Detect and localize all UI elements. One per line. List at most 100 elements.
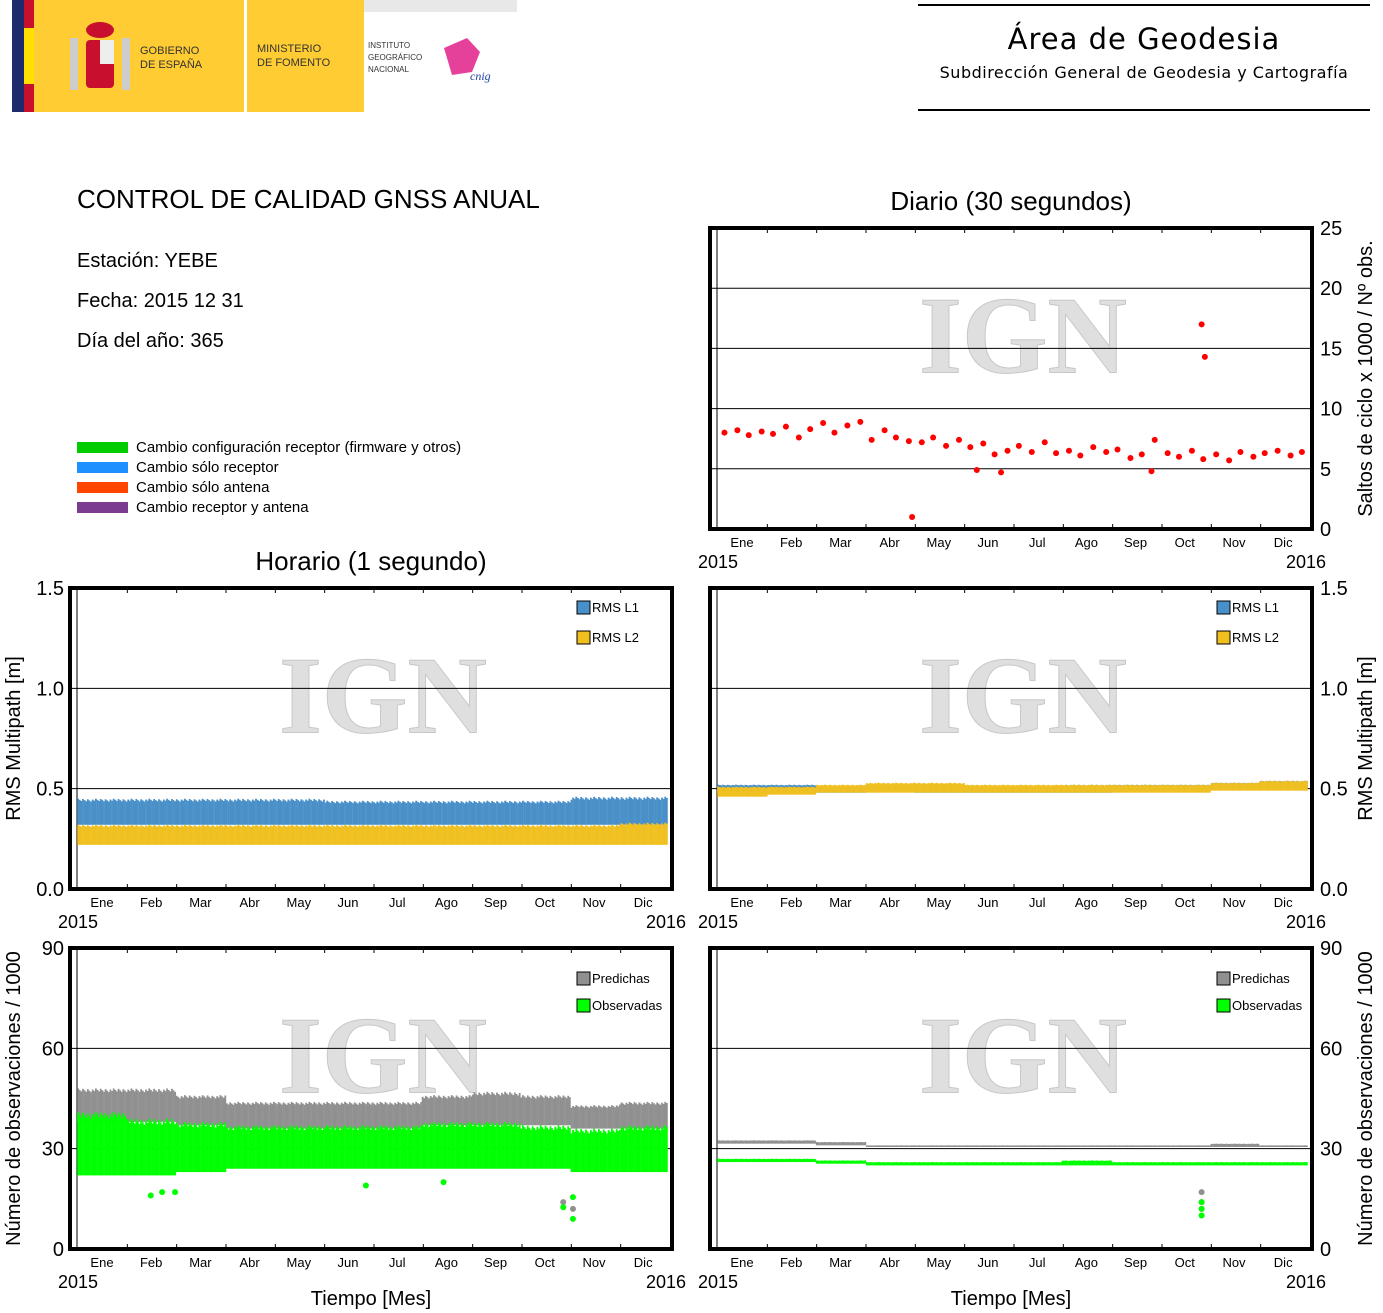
data-band <box>953 1162 956 1166</box>
data-band <box>752 1140 755 1144</box>
data-band <box>245 1104 248 1129</box>
data-band <box>227 801 230 825</box>
data-band <box>1184 1162 1187 1166</box>
data-band <box>959 1145 962 1147</box>
data-band <box>1259 1162 1261 1166</box>
svg-text:NACIONAL: NACIONAL <box>368 65 409 74</box>
data-band <box>475 1124 477 1169</box>
data-band <box>276 800 278 825</box>
data-band <box>96 825 99 845</box>
data-band <box>975 1145 978 1147</box>
data-band <box>483 1123 485 1169</box>
data-band <box>195 1125 198 1173</box>
data-band <box>901 1145 904 1147</box>
data-band <box>96 1089 99 1122</box>
data-band <box>781 787 784 795</box>
data-band <box>523 1127 526 1169</box>
data-band <box>470 825 473 845</box>
data-band <box>1103 1160 1106 1166</box>
data-band <box>78 825 81 845</box>
data-band <box>332 802 335 825</box>
data-band <box>730 1140 732 1144</box>
data-band <box>234 1102 236 1129</box>
data-band <box>455 825 458 845</box>
data-band <box>80 1117 83 1176</box>
data-band <box>248 800 251 825</box>
x-tick-label: Sep <box>484 895 507 910</box>
data-band <box>1229 782 1232 791</box>
data-band <box>591 798 594 825</box>
data-band <box>903 1162 906 1166</box>
data-band <box>601 799 604 825</box>
data-band <box>429 1096 432 1126</box>
data-band <box>768 787 771 795</box>
data-band <box>819 1160 821 1164</box>
watermark-ign: IGN <box>279 634 487 756</box>
data-band <box>499 1127 502 1169</box>
data-band <box>238 825 241 845</box>
data-band <box>801 1140 804 1144</box>
data-band <box>972 1145 975 1147</box>
data-band <box>598 1129 600 1173</box>
data-band <box>473 1122 476 1169</box>
data-band <box>638 797 641 825</box>
data-band <box>534 1129 537 1169</box>
outlier-point <box>440 1179 447 1186</box>
data-band <box>921 783 923 793</box>
y-axis-label: Saltos de ciclo x 1000 / Nº obs. <box>1355 240 1377 516</box>
data-band <box>183 798 186 825</box>
data-band <box>1032 1162 1035 1166</box>
data-band <box>568 1128 571 1169</box>
data-band <box>544 1095 547 1126</box>
data-point <box>1213 451 1220 458</box>
data-band <box>916 1145 918 1147</box>
data-band <box>1163 785 1166 793</box>
data-band <box>429 825 432 845</box>
data-band <box>895 782 897 793</box>
data-band <box>572 1130 574 1173</box>
data-band <box>1293 781 1295 791</box>
data-band <box>421 1124 424 1169</box>
data-band <box>854 1160 857 1164</box>
data-band <box>838 1160 841 1164</box>
data-band <box>475 825 477 845</box>
data-band <box>1113 784 1116 793</box>
data-band <box>268 801 270 825</box>
header-rule-bottom <box>918 109 1370 111</box>
data-band <box>310 1127 312 1169</box>
data-band <box>221 799 223 825</box>
data-band <box>106 1116 109 1176</box>
data-band <box>1079 1145 1082 1147</box>
data-band <box>167 1089 170 1122</box>
data-band <box>530 1129 532 1169</box>
data-band <box>93 826 96 845</box>
data-band <box>111 800 113 825</box>
data-band <box>747 1159 750 1163</box>
data-band <box>912 1145 915 1147</box>
data-band <box>135 825 138 845</box>
data-band <box>454 1097 456 1126</box>
data-band <box>177 1097 180 1126</box>
data-band <box>1157 1162 1159 1166</box>
data-band <box>963 782 965 793</box>
data-band <box>428 1127 430 1169</box>
data-band <box>507 1125 510 1169</box>
data-band <box>124 1090 126 1122</box>
data-band <box>567 1126 570 1169</box>
data-band <box>565 1129 568 1169</box>
data-band <box>378 826 380 845</box>
data-band <box>1144 784 1147 793</box>
data-band <box>222 800 225 825</box>
data-band <box>381 825 384 845</box>
data-band <box>208 800 211 825</box>
legend-item: Cambio sólo receptor <box>77 457 279 477</box>
data-band <box>135 798 138 825</box>
data-band <box>224 1122 227 1173</box>
data-band <box>78 1089 81 1122</box>
data-band <box>980 1162 983 1166</box>
data-band <box>305 825 308 845</box>
data-band <box>423 1126 426 1169</box>
legend-label: Observadas <box>1232 998 1303 1013</box>
data-band <box>1107 1160 1109 1166</box>
data-band <box>1001 1162 1004 1166</box>
